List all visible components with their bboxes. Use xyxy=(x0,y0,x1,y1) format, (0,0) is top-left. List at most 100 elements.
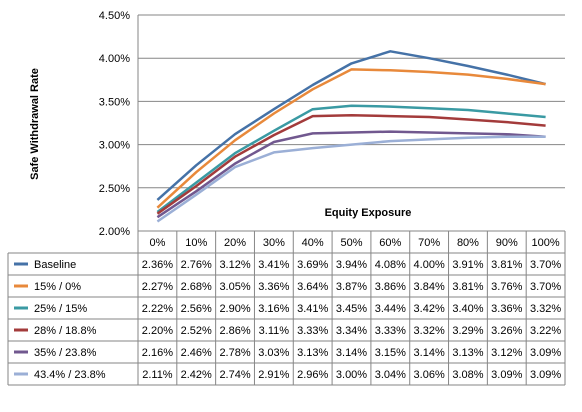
data-label: 3.91% xyxy=(452,259,483,271)
y-tick-label: 2.50% xyxy=(99,183,130,195)
data-label: 3.13% xyxy=(297,347,328,359)
data-label: 2.76% xyxy=(181,259,212,271)
data-label: 3.00% xyxy=(336,369,367,381)
data-label: 2.96% xyxy=(297,369,328,381)
y-axis-title: Safe Withdrawal Rate xyxy=(29,68,41,180)
data-label: 2.36% xyxy=(142,259,173,271)
data-label: 3.32% xyxy=(414,325,445,337)
legend-label: 15% / 0% xyxy=(34,281,81,293)
y-tick-label: 2.00% xyxy=(99,226,130,238)
data-label: 2.86% xyxy=(219,325,250,337)
data-label: 3.81% xyxy=(491,259,522,271)
data-label: 4.00% xyxy=(414,259,445,271)
x-tick-label: 20% xyxy=(224,237,246,249)
data-label: 3.14% xyxy=(336,347,367,359)
y-tick-label: 4.00% xyxy=(99,53,130,65)
data-label: 3.09% xyxy=(530,369,561,381)
x-axis-title: Equity Exposure xyxy=(325,207,412,219)
data-label: 3.09% xyxy=(491,369,522,381)
series-line-5 xyxy=(156,135,546,223)
legend-label: 28% / 18.8% xyxy=(34,325,97,337)
data-label: 3.15% xyxy=(375,347,406,359)
data-label: 3.70% xyxy=(530,281,561,293)
data-label: 3.44% xyxy=(375,303,406,315)
y-tick-label: 3.00% xyxy=(99,140,130,152)
series-line-2 xyxy=(156,104,546,213)
data-label: 3.76% xyxy=(491,281,522,293)
axes: 2.00% 2.50% 3.00% 3.50% 4.00% 4.50% xyxy=(99,10,139,238)
data-label: 2.52% xyxy=(181,325,212,337)
data-label: 2.90% xyxy=(219,303,250,315)
data-label: 3.69% xyxy=(297,259,328,271)
legend-label: 43.4% / 23.8% xyxy=(34,369,106,381)
data-label: 3.11% xyxy=(259,325,290,337)
x-tick-label: 70% xyxy=(418,237,440,249)
data-label: 3.36% xyxy=(491,303,522,315)
data-label: 2.11% xyxy=(142,369,173,381)
series-line-1 xyxy=(156,68,546,209)
y-tick-label: 4.50% xyxy=(99,10,130,22)
data-label: 3.45% xyxy=(336,303,367,315)
data-label: 3.40% xyxy=(452,303,483,315)
data-label: 2.91% xyxy=(258,369,289,381)
data-label: 3.41% xyxy=(297,303,328,315)
data-label: 4.08% xyxy=(375,259,406,271)
data-label: 2.27% xyxy=(142,281,173,293)
x-tick-label: 90% xyxy=(496,237,518,249)
legend-label: 25% / 15% xyxy=(34,303,87,315)
x-tick-label: 10% xyxy=(185,237,207,249)
data-label: 3.16% xyxy=(258,303,289,315)
data-label: 2.16% xyxy=(142,347,173,359)
data-table: 0% 10% 20% 30% 40% 50% 60% 70% 80% 90% 100% Baselin… xyxy=(7,230,566,386)
series-line-4 xyxy=(156,130,546,219)
data-label: 3.94% xyxy=(336,259,367,271)
legend-label: 35% / 23.8% xyxy=(34,347,97,359)
data-label: 2.78% xyxy=(219,347,250,359)
x-tick-label: 80% xyxy=(457,237,479,249)
data-label: 3.29% xyxy=(452,325,483,337)
data-label: 3.81% xyxy=(452,281,483,293)
x-tick-label: 30% xyxy=(263,237,285,249)
data-label: 3.70% xyxy=(530,259,561,271)
data-label: 3.09% xyxy=(530,347,561,359)
data-label: 3.32% xyxy=(530,303,561,315)
series-lines xyxy=(156,50,546,223)
data-label: 3.33% xyxy=(297,325,328,337)
data-label: 3.84% xyxy=(414,281,445,293)
y-tick-label: 3.50% xyxy=(99,96,130,108)
series-line-3 xyxy=(156,113,546,215)
data-label: 3.04% xyxy=(375,369,406,381)
data-label: 3.87% xyxy=(336,281,367,293)
data-label: 2.56% xyxy=(181,303,212,315)
data-label: 2.20% xyxy=(142,325,173,337)
x-tick-label: 100% xyxy=(532,237,560,249)
data-label: 3.06% xyxy=(414,369,445,381)
data-label: 3.36% xyxy=(258,281,289,293)
data-label: 2.42% xyxy=(181,369,212,381)
data-label: 3.12% xyxy=(491,347,522,359)
data-label: 3.86% xyxy=(375,281,406,293)
data-label: 3.08% xyxy=(452,369,483,381)
data-label: 3.05% xyxy=(219,281,250,293)
data-label: 3.26% xyxy=(491,325,522,337)
data-label: 2.22% xyxy=(142,303,173,315)
data-label: 3.13% xyxy=(452,347,483,359)
x-tick-label: 60% xyxy=(379,237,401,249)
x-tick-label: 0% xyxy=(149,237,165,249)
data-label: 2.74% xyxy=(219,369,250,381)
x-tick-label: 50% xyxy=(340,237,362,249)
data-label: 3.33% xyxy=(375,325,406,337)
data-label: 3.64% xyxy=(297,281,328,293)
data-label: 3.03% xyxy=(258,347,289,359)
data-label: 2.46% xyxy=(181,347,212,359)
x-tick-label: 40% xyxy=(302,237,324,249)
legend-label: Baseline xyxy=(34,259,76,271)
series-line-0 xyxy=(156,50,546,201)
data-label: 3.12% xyxy=(219,259,250,271)
data-label: 2.68% xyxy=(181,281,212,293)
data-label: 3.14% xyxy=(414,347,445,359)
data-label: 3.22% xyxy=(530,325,561,337)
data-label: 3.34% xyxy=(336,325,367,337)
